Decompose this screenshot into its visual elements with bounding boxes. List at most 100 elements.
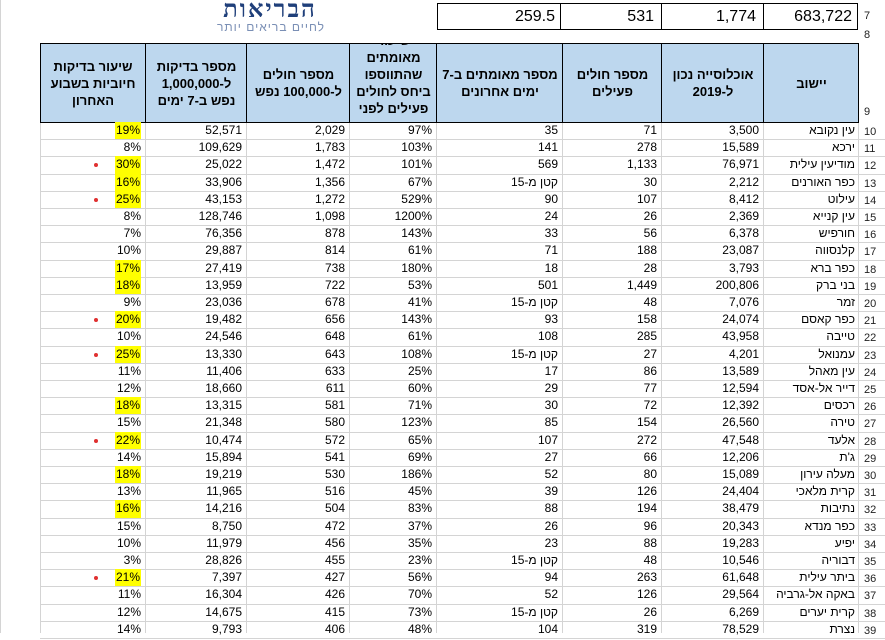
cell-positive-rate[interactable]: 12% [116,604,141,619]
cell-rate[interactable]: 45% [407,484,432,499]
row-number[interactable]: 14 [864,194,877,207]
cell-tests[interactable]: 13,330 [205,346,242,361]
cell-rate[interactable]: 101% [401,157,432,172]
row-number[interactable]: 24 [864,366,877,379]
cell-new7[interactable]: 39 [544,484,558,499]
cell-new7[interactable]: 108 [537,329,558,344]
cell-population[interactable]: 43,958 [722,329,759,344]
cell-per100k[interactable]: 581 [324,398,345,413]
cell-rate[interactable]: 41% [407,295,432,309]
cell-per100k[interactable]: 580 [324,415,345,430]
cell-positive-rate[interactable]: 11% [117,587,141,602]
cell-active[interactable]: 263 [636,570,657,585]
cell-population[interactable]: 13,589 [722,363,759,378]
cell-population[interactable]: 2,212 [728,174,759,189]
cell-town[interactable]: עמנואל [818,346,855,361]
cell-town[interactable]: באקה אל-גרביה [776,587,855,602]
cell-tests[interactable]: 29,887 [205,243,242,258]
cell-tests[interactable]: 14,216 [205,501,242,516]
cell-per100k[interactable]: 1,356 [314,174,345,189]
cell-population[interactable]: 7,076 [728,295,759,309]
cell-active[interactable]: 319 [636,621,657,636]
row-number[interactable]: 25 [864,384,877,396]
cell-per100k[interactable]: 738 [324,260,345,275]
cell-tests[interactable]: 18,660 [205,381,242,395]
comment-indicator-icon[interactable] [94,438,98,443]
cell-rate[interactable]: 143% [401,226,432,241]
cell-active[interactable]: 77 [643,381,657,395]
row-number[interactable]: 18 [864,263,877,276]
cell-population[interactable]: 3,793 [728,260,759,275]
header-population[interactable]: אוכלוסייה נכון ל-2019 [663,44,763,122]
cell-active[interactable]: 88 [643,535,657,550]
cell-positive-rate[interactable]: 14% [116,621,141,636]
cell-population[interactable]: 19,283 [722,535,759,550]
cell-active[interactable]: 107 [636,191,657,206]
cell-town[interactable]: אלעד [827,432,855,447]
cell-rate[interactable]: 61% [407,243,432,258]
cell-new7[interactable]: קטן מ-15 [511,346,558,361]
cell-population[interactable]: 4,201 [728,346,759,361]
cell-positive-rate[interactable]: 21% [40,569,146,587]
cell-tests[interactable]: 14,675 [205,604,242,619]
cell-new7[interactable]: קטן מ-15 [511,553,558,567]
cell-rate[interactable]: 83% [407,501,432,516]
cell-positive-rate[interactable]: 30% [40,156,146,174]
cell-rate[interactable]: 53% [407,277,432,292]
summary-value-population[interactable]: 683,722 [794,8,852,25]
cell-active[interactable]: 272 [636,432,657,447]
cell-active[interactable]: 158 [636,312,657,327]
cell-tests[interactable]: 16,304 [205,587,242,602]
row-number[interactable]: 9 [864,106,871,118]
cell-new7[interactable]: 52 [544,587,558,602]
row-number[interactable]: 16 [864,229,877,242]
cell-new7[interactable]: 17 [544,363,558,378]
cell-population[interactable]: 12,594 [722,381,759,395]
cell-positive-rate[interactable]: 12% [116,381,141,395]
cell-rate[interactable]: 1200% [394,209,432,223]
cell-tests[interactable]: 109,629 [198,140,242,155]
cell-active[interactable]: 96 [643,518,657,533]
cell-town[interactable]: נצרת [829,621,855,636]
cell-tests[interactable]: 21,348 [205,415,242,430]
cell-new7[interactable]: 52 [544,467,558,481]
cell-positive-rate[interactable]: 10% [116,329,141,344]
comment-indicator-icon[interactable] [94,318,98,323]
header-town[interactable]: יישוב [765,44,858,122]
cell-per100k[interactable]: 427 [324,570,345,585]
cell-per100k[interactable]: 643 [324,346,345,361]
cell-town[interactable]: בני ברק [816,277,855,292]
row-number[interactable]: 11 [864,143,876,156]
cell-new7[interactable]: 24 [544,209,558,223]
cell-per100k[interactable]: 2,029 [314,123,345,137]
cell-per100k[interactable]: 878 [324,226,345,241]
cell-per100k[interactable]: 722 [324,277,345,292]
cell-positive-rate[interactable]: 22% [40,431,146,449]
summary-value-new7[interactable]: 531 [627,8,654,25]
cell-town[interactable]: חורפיש [818,226,855,241]
cell-population[interactable]: 76,971 [722,157,759,172]
cell-per100k[interactable]: 1,098 [314,209,345,223]
cell-new7[interactable]: 90 [544,191,558,206]
row-number[interactable]: 27 [864,418,877,431]
cell-positive-rate[interactable]: 14% [116,449,141,464]
row-number[interactable]: 33 [864,521,877,534]
cell-population[interactable]: 12,392 [722,398,759,413]
cell-town[interactable]: דייר אל-אסד [792,381,855,395]
comment-indicator-icon[interactable] [94,352,98,357]
cell-positive-rate[interactable]: 15% [116,415,141,430]
cell-rate[interactable]: 61% [407,329,432,344]
cell-active[interactable]: 28 [643,260,657,275]
cell-rate[interactable]: 65% [407,432,432,447]
cell-new7[interactable]: 27 [544,449,558,464]
cell-town[interactable]: נתיבות [820,501,855,516]
cell-population[interactable]: 26,560 [722,415,759,430]
cell-new7[interactable]: 107 [537,432,558,447]
header-rate[interactable]: שיעור מאומתים שהתווספו ביחס לחולים פעילי… [351,44,436,122]
cell-population[interactable]: 24,074 [722,312,759,327]
cell-positive-rate[interactable]: 16% [40,500,146,518]
cell-positive-rate[interactable]: 16% [40,173,146,191]
cell-active[interactable]: 26 [643,604,657,619]
cell-positive-rate[interactable]: 15% [116,518,141,533]
cell-rate[interactable]: 60% [407,381,432,395]
